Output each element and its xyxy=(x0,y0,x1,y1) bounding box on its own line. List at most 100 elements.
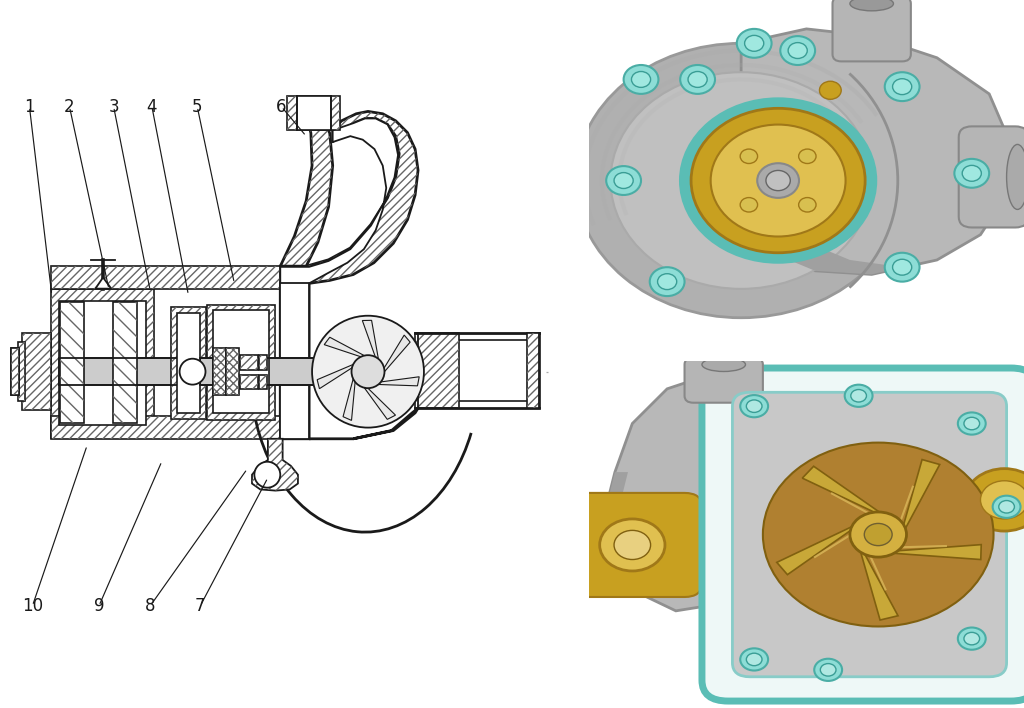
Polygon shape xyxy=(384,335,411,372)
FancyBboxPatch shape xyxy=(702,368,1024,701)
Bar xyxy=(60,302,84,423)
Bar xyxy=(207,304,275,420)
Bar xyxy=(213,348,226,395)
Circle shape xyxy=(954,159,989,188)
Circle shape xyxy=(610,72,871,289)
Circle shape xyxy=(893,259,911,275)
Bar xyxy=(422,340,540,401)
Circle shape xyxy=(680,65,715,94)
Polygon shape xyxy=(281,283,309,439)
Text: 4: 4 xyxy=(146,98,157,115)
Bar xyxy=(201,358,359,385)
Bar xyxy=(527,333,540,409)
Bar xyxy=(259,375,267,389)
FancyBboxPatch shape xyxy=(732,392,1007,677)
Text: 3: 3 xyxy=(109,98,119,115)
Bar xyxy=(213,310,269,413)
Bar xyxy=(259,355,267,370)
Circle shape xyxy=(736,29,772,58)
Circle shape xyxy=(351,355,384,388)
Circle shape xyxy=(600,519,665,571)
Circle shape xyxy=(788,42,807,59)
Bar xyxy=(213,348,226,395)
Bar xyxy=(241,355,258,370)
Bar xyxy=(259,355,267,370)
Polygon shape xyxy=(343,379,355,421)
Bar xyxy=(297,96,331,130)
Bar xyxy=(23,333,50,410)
Circle shape xyxy=(885,72,920,101)
Polygon shape xyxy=(252,439,298,491)
Bar xyxy=(58,301,146,425)
Bar xyxy=(50,266,281,289)
Polygon shape xyxy=(802,467,886,516)
Polygon shape xyxy=(902,459,940,535)
Text: 7: 7 xyxy=(195,597,206,615)
Circle shape xyxy=(850,512,906,557)
Bar xyxy=(50,266,281,289)
Circle shape xyxy=(992,496,1021,518)
Circle shape xyxy=(179,359,206,384)
Circle shape xyxy=(763,442,993,627)
Bar xyxy=(10,348,19,395)
Polygon shape xyxy=(317,365,353,389)
Circle shape xyxy=(814,658,842,681)
Circle shape xyxy=(606,166,641,195)
Circle shape xyxy=(845,384,872,407)
Circle shape xyxy=(657,274,677,290)
Polygon shape xyxy=(325,337,365,357)
Polygon shape xyxy=(95,278,112,289)
Circle shape xyxy=(980,481,1024,519)
Bar xyxy=(10,348,19,395)
Text: 8: 8 xyxy=(144,597,156,615)
Bar xyxy=(241,375,258,389)
Bar xyxy=(23,333,50,410)
Polygon shape xyxy=(606,472,641,590)
Circle shape xyxy=(312,316,424,428)
Circle shape xyxy=(746,653,762,666)
Circle shape xyxy=(614,530,650,559)
Bar xyxy=(171,307,206,418)
Bar xyxy=(50,289,154,438)
Bar xyxy=(527,333,540,409)
Bar xyxy=(58,358,200,385)
Bar xyxy=(50,416,281,439)
FancyBboxPatch shape xyxy=(958,126,1024,227)
Circle shape xyxy=(711,125,846,236)
Circle shape xyxy=(740,198,758,212)
Circle shape xyxy=(820,663,836,676)
Ellipse shape xyxy=(702,358,745,372)
Ellipse shape xyxy=(1007,144,1024,210)
Ellipse shape xyxy=(850,0,893,11)
Text: 1: 1 xyxy=(25,98,35,115)
Text: 2: 2 xyxy=(65,98,75,115)
Circle shape xyxy=(799,198,816,212)
Bar xyxy=(288,96,340,130)
Circle shape xyxy=(624,65,658,94)
Circle shape xyxy=(614,173,633,188)
Polygon shape xyxy=(281,111,418,439)
Circle shape xyxy=(957,413,986,435)
Circle shape xyxy=(964,417,980,430)
Circle shape xyxy=(966,469,1024,531)
FancyBboxPatch shape xyxy=(833,0,911,62)
Polygon shape xyxy=(741,217,902,275)
Text: 5: 5 xyxy=(191,98,203,115)
Polygon shape xyxy=(606,372,850,611)
Text: 6: 6 xyxy=(276,98,287,115)
Circle shape xyxy=(649,267,684,296)
Circle shape xyxy=(740,149,758,164)
Polygon shape xyxy=(281,118,398,439)
Circle shape xyxy=(963,166,981,181)
Bar xyxy=(241,375,258,389)
Bar xyxy=(241,355,258,370)
Circle shape xyxy=(799,149,816,164)
Circle shape xyxy=(744,35,764,51)
Circle shape xyxy=(766,171,791,190)
Polygon shape xyxy=(362,320,379,359)
Text: 10: 10 xyxy=(22,597,43,615)
Text: 9: 9 xyxy=(93,597,104,615)
Bar xyxy=(226,348,239,395)
Bar xyxy=(113,302,136,423)
Circle shape xyxy=(864,523,892,546)
